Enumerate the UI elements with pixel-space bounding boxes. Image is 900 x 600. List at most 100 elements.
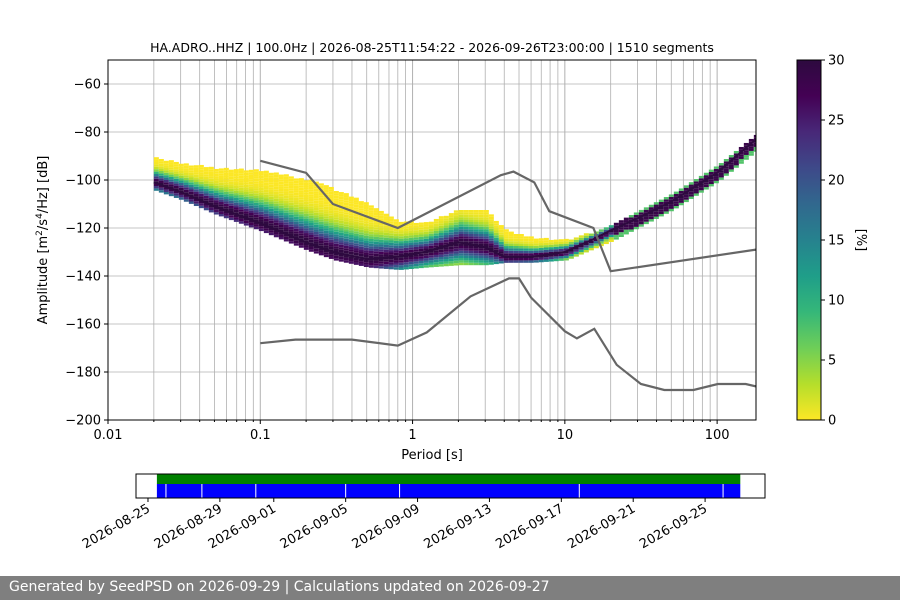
density-cell	[463, 226, 469, 230]
density-cell	[248, 222, 254, 226]
density-cell	[268, 230, 274, 233]
density-cell	[313, 198, 319, 201]
density-cell	[453, 224, 459, 228]
density-cell	[233, 200, 239, 203]
density-cell	[358, 253, 364, 257]
density-cell	[408, 230, 414, 234]
density-cell	[448, 229, 454, 233]
density-cell	[158, 175, 164, 179]
density-cell	[643, 209, 649, 213]
density-cell	[223, 172, 229, 176]
density-cell	[383, 230, 389, 233]
density-cell	[263, 180, 269, 183]
density-cell	[153, 169, 159, 172]
density-cell	[488, 223, 494, 227]
density-cell	[363, 238, 369, 241]
density-cell	[328, 232, 334, 235]
density-cell	[303, 204, 309, 207]
density-cell	[348, 251, 354, 255]
density-cell	[613, 232, 619, 235]
density-cell	[183, 165, 189, 169]
density-cell	[258, 180, 264, 184]
density-cell	[208, 178, 214, 182]
density-cell	[748, 148, 754, 151]
density-cell	[308, 220, 314, 223]
density-cell	[333, 253, 339, 256]
density-cell	[423, 243, 429, 247]
density-cell	[448, 213, 454, 216]
density-cell	[553, 241, 559, 245]
density-cell	[373, 239, 379, 242]
density-cell	[348, 230, 354, 233]
density-cell	[238, 175, 244, 179]
density-cell	[438, 225, 444, 229]
y-tick-label: −60	[74, 78, 101, 93]
density-cell	[383, 220, 389, 224]
density-cell	[673, 198, 679, 202]
density-cell	[338, 218, 344, 221]
density-cell	[648, 207, 654, 210]
density-cell	[168, 162, 174, 165]
density-cell	[233, 219, 239, 222]
density-cell	[388, 245, 394, 248]
density-cell	[158, 163, 164, 167]
density-cell	[583, 238, 589, 241]
density-cell	[458, 246, 464, 249]
density-cell	[288, 231, 294, 234]
density-cell	[448, 241, 454, 245]
density-cell	[453, 234, 459, 237]
density-cell	[333, 231, 339, 235]
density-cell	[218, 211, 224, 215]
density-cell	[463, 258, 469, 261]
density-cell	[473, 214, 479, 218]
density-cell	[753, 137, 756, 140]
density-cell	[263, 201, 269, 205]
density-cell	[458, 238, 464, 242]
density-cell	[498, 241, 504, 245]
density-cell	[278, 188, 284, 192]
density-cell	[363, 259, 369, 263]
colorbar-tick-label: 10	[828, 294, 845, 309]
density-cell	[638, 209, 644, 213]
density-cell	[413, 263, 419, 267]
density-cell	[473, 224, 479, 227]
density-cell	[468, 219, 474, 222]
density-cell	[548, 259, 554, 262]
density-cell	[258, 226, 264, 229]
density-cell	[188, 189, 194, 192]
colorbar-label: [%]	[853, 229, 868, 252]
density-cell	[273, 174, 279, 178]
density-cell	[358, 227, 364, 230]
density-cell	[378, 222, 384, 226]
density-cell	[278, 184, 284, 187]
density-cell	[693, 193, 699, 196]
density-cell	[453, 231, 459, 235]
density-cell	[183, 194, 189, 197]
density-cell	[233, 214, 239, 218]
density-cell	[693, 186, 699, 189]
density-cell	[298, 185, 304, 188]
density-cell	[538, 238, 544, 241]
density-cell	[198, 200, 204, 204]
density-cell	[373, 260, 379, 264]
density-cell	[263, 192, 269, 195]
density-cell	[318, 243, 324, 246]
density-cell	[238, 204, 244, 207]
density-cell	[298, 235, 304, 239]
density-cell	[743, 147, 749, 151]
density-cell	[458, 260, 464, 263]
density-cell	[303, 211, 309, 214]
density-cell	[173, 178, 179, 182]
density-cell	[213, 180, 219, 184]
density-cell	[368, 207, 374, 211]
density-cell	[378, 213, 384, 216]
density-cell	[558, 248, 564, 252]
density-cell	[168, 169, 174, 173]
density-cell	[323, 189, 329, 193]
density-cell	[473, 241, 479, 244]
density-cell	[423, 248, 429, 251]
density-cell	[358, 234, 364, 238]
density-cell	[303, 189, 309, 193]
density-cell	[373, 256, 379, 259]
density-cell	[488, 228, 494, 232]
